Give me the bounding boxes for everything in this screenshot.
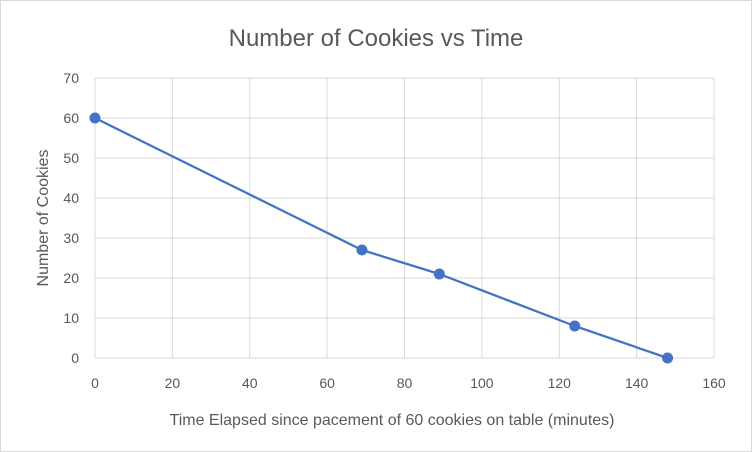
x-axis-label: Time Elapsed since pacement of 60 cookie… bbox=[170, 412, 615, 429]
y-tick-label: 0 bbox=[71, 350, 79, 366]
x-tick-label: 40 bbox=[242, 375, 258, 391]
y-tick-label: 30 bbox=[63, 230, 79, 246]
gridlines bbox=[94, 77, 715, 359]
x-tick-label: 160 bbox=[702, 375, 726, 391]
y-tick-label: 60 bbox=[63, 110, 79, 126]
x-tick-label: 60 bbox=[319, 375, 335, 391]
data-point bbox=[433, 268, 445, 280]
x-tick-label: 0 bbox=[91, 375, 99, 391]
y-tick-label: 50 bbox=[63, 150, 79, 166]
chart-title: Number of Cookies vs Time bbox=[229, 25, 524, 52]
y-tick-label: 70 bbox=[63, 70, 79, 86]
y-tick-label: 40 bbox=[63, 190, 79, 206]
y-tick-label: 20 bbox=[63, 270, 79, 286]
x-axis-ticks: 0 20 40 60 80 100 120 140 160 bbox=[91, 375, 726, 391]
x-tick-label: 120 bbox=[548, 375, 572, 391]
x-tick-label: 80 bbox=[397, 375, 413, 391]
data-point bbox=[662, 352, 674, 364]
data-series bbox=[89, 112, 674, 364]
data-point bbox=[569, 320, 581, 332]
x-tick-label: 100 bbox=[470, 375, 494, 391]
data-point bbox=[89, 112, 101, 124]
x-tick-label: 20 bbox=[165, 375, 181, 391]
y-tick-label: 10 bbox=[63, 310, 79, 326]
data-point bbox=[356, 244, 368, 256]
y-axis-ticks: 0 10 20 30 40 50 60 70 bbox=[63, 70, 79, 366]
x-tick-label: 140 bbox=[625, 375, 649, 391]
y-axis-label: Number of Cookies bbox=[35, 150, 52, 287]
